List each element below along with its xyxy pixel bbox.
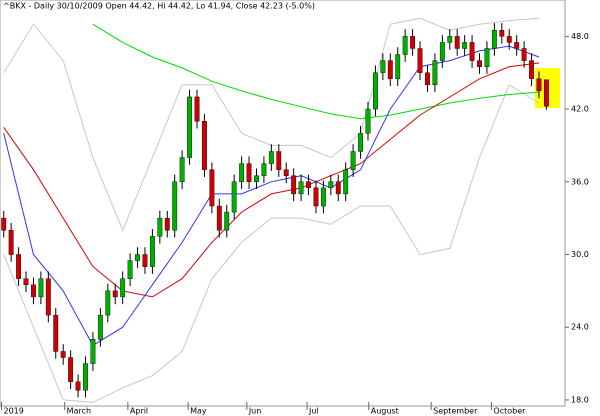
candle-body xyxy=(23,278,29,286)
chart-title: ^BKX - Daily 30/10/2009 Open 44.42, Hi 4… xyxy=(3,2,315,11)
candle-body xyxy=(529,60,534,79)
candle-body xyxy=(127,260,133,279)
candle-body xyxy=(417,48,423,73)
candle-body xyxy=(268,151,274,164)
x-tick-label: October xyxy=(493,407,526,416)
candle-body xyxy=(365,108,371,134)
candle-body xyxy=(90,339,96,364)
candle-body xyxy=(261,163,267,176)
y-tick-label: 42.0 xyxy=(571,105,589,114)
overlay-line xyxy=(92,23,540,120)
candle-body xyxy=(142,254,148,267)
candle-body xyxy=(209,169,215,207)
candle-body xyxy=(239,163,245,182)
candle-body xyxy=(372,72,378,110)
candle-body xyxy=(8,230,14,255)
candle-body xyxy=(53,314,59,352)
candle-body xyxy=(45,278,51,316)
candle-body xyxy=(231,181,237,213)
candle-body xyxy=(38,278,44,298)
x-tick-label: Jul xyxy=(308,407,319,416)
y-tick-label: 48.0 xyxy=(571,32,589,41)
y-tick-label: 36.0 xyxy=(571,177,589,186)
candle-body xyxy=(202,120,207,170)
candle-body xyxy=(395,54,401,79)
candle-body xyxy=(454,36,460,49)
y-tick-label: 18.0 xyxy=(571,395,589,404)
candle-body xyxy=(283,169,289,176)
candle-body xyxy=(276,151,282,170)
x-tick-label: 2019 xyxy=(3,407,23,416)
candle-body xyxy=(187,96,193,158)
candle-body xyxy=(291,175,297,195)
plot-area xyxy=(0,0,566,407)
candle-body xyxy=(164,217,170,231)
candle-body xyxy=(402,36,408,55)
candle-body xyxy=(83,363,88,391)
candle-body xyxy=(105,290,111,316)
candle-body xyxy=(97,314,103,340)
x-tick-label: Jun xyxy=(248,407,262,416)
candle-body xyxy=(484,48,490,67)
y-tick-label: 24.0 xyxy=(571,323,589,332)
candle-body xyxy=(536,78,542,92)
candle-body xyxy=(350,151,356,170)
candle-body xyxy=(343,169,349,195)
candle-body xyxy=(462,42,468,49)
candle-body xyxy=(224,211,230,231)
candle-body xyxy=(135,254,140,261)
candle-body xyxy=(387,60,393,79)
candle-body xyxy=(432,60,438,86)
candle-body xyxy=(491,30,497,49)
candle-body xyxy=(194,96,200,122)
candle-body xyxy=(31,284,36,298)
candle-body xyxy=(320,187,326,207)
candle-body xyxy=(306,181,311,189)
candle-body xyxy=(543,79,549,107)
candle-body xyxy=(335,181,341,195)
candle-body xyxy=(298,181,304,195)
candle-body xyxy=(499,30,505,37)
candle-body xyxy=(439,42,445,61)
candle-body xyxy=(1,217,7,231)
candle-body xyxy=(410,36,416,49)
candle-body xyxy=(425,72,430,86)
candle-body xyxy=(313,187,319,207)
candle-body xyxy=(120,278,126,298)
candle-body xyxy=(358,133,363,152)
candle-body xyxy=(157,217,163,237)
candle-body xyxy=(149,236,155,267)
overlay-line xyxy=(3,84,540,403)
candle-body xyxy=(216,205,222,231)
candle-body xyxy=(521,48,527,61)
candle-body xyxy=(328,181,334,189)
candle-body xyxy=(514,42,520,49)
x-tick-label: March xyxy=(67,407,91,416)
overlay-line xyxy=(3,62,540,298)
candle-body xyxy=(447,36,453,43)
candle-body xyxy=(380,60,386,73)
candle-body xyxy=(75,381,81,391)
candle-body xyxy=(469,42,475,61)
candle-body xyxy=(172,181,178,231)
x-tick-label: August xyxy=(371,407,399,416)
candle-body xyxy=(254,175,259,182)
candle-body xyxy=(112,290,118,298)
y-tick-label: 30.0 xyxy=(571,250,589,259)
candle-body xyxy=(506,36,512,43)
x-tick-label: May xyxy=(190,407,207,416)
candle-body xyxy=(477,60,482,67)
x-tick-label: September xyxy=(433,407,478,416)
candle-body xyxy=(179,157,185,182)
candle-body xyxy=(16,254,22,279)
candle-body xyxy=(68,357,74,382)
candle-body xyxy=(246,163,252,182)
x-tick-label: April xyxy=(130,407,148,416)
candle-body xyxy=(60,351,66,358)
